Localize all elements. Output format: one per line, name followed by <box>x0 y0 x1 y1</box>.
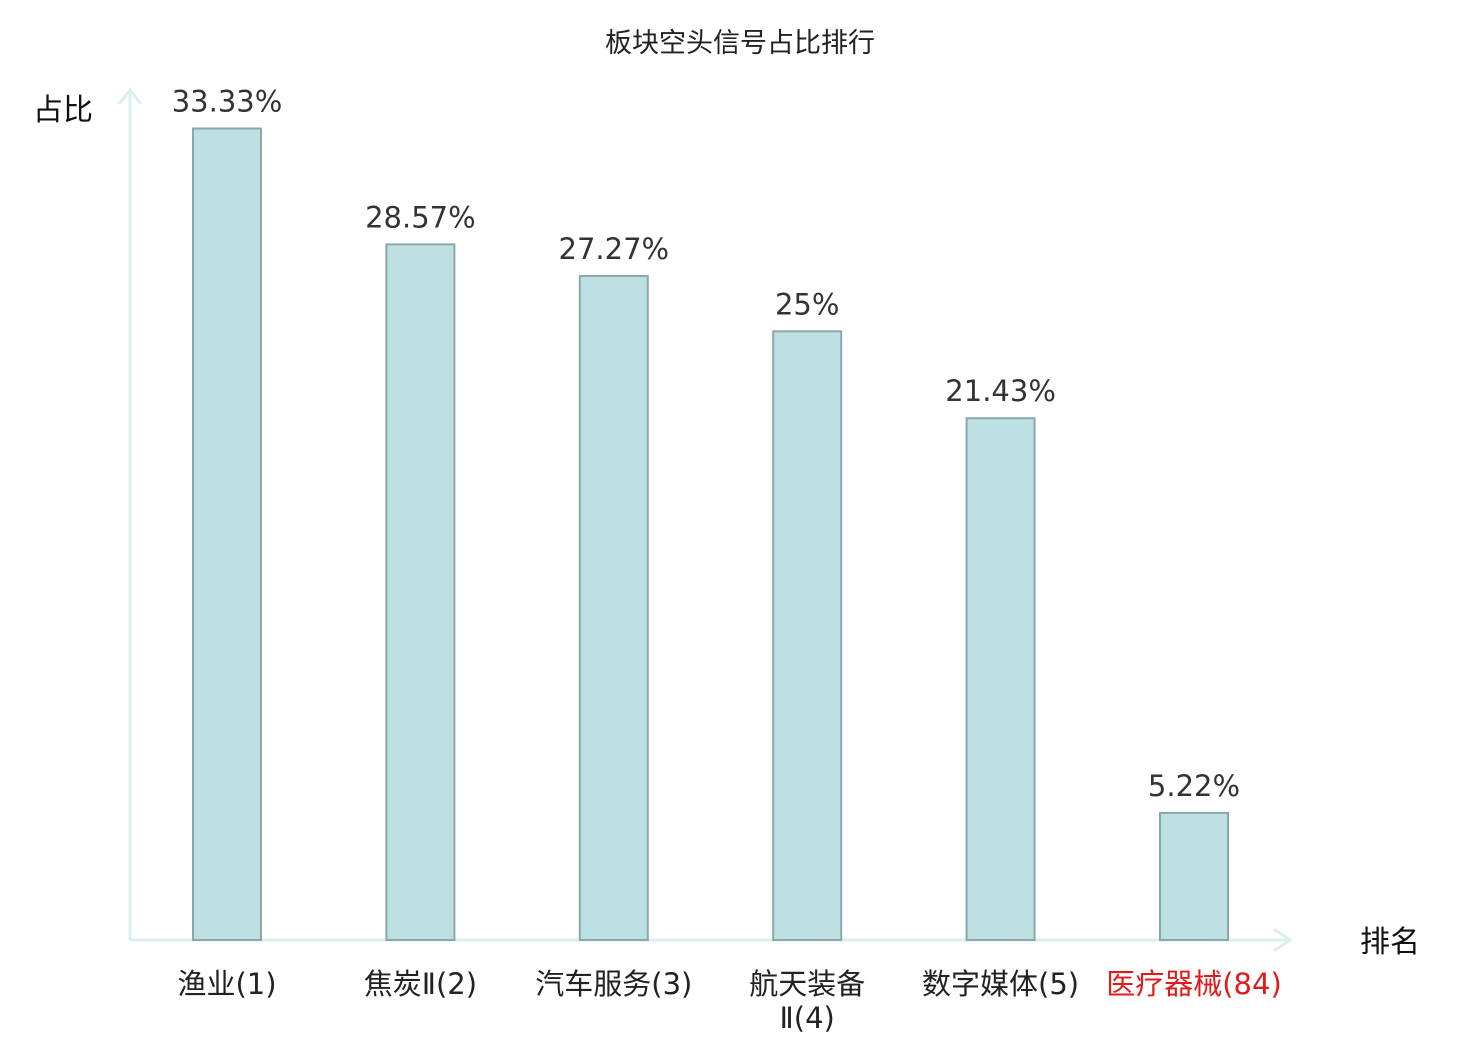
category-label: 航天装备 <box>749 967 865 1001</box>
x-axis-title: 排名 <box>1360 925 1420 960</box>
bar-value-label: 25% <box>775 287 839 321</box>
category-label: 汽车服务(3) <box>535 967 692 1001</box>
bar <box>192 127 262 942</box>
bar <box>772 330 843 942</box>
bar-value-label: 27.27% <box>559 232 670 266</box>
category-label: Ⅱ(4) <box>780 1001 835 1035</box>
bar <box>965 417 1036 941</box>
bar-value-label: 21.43% <box>945 374 1056 408</box>
bar <box>578 275 649 941</box>
chart-title: 板块空头信号占比排行 <box>605 28 875 59</box>
x-axis-arrow-icon <box>1273 927 1293 953</box>
value-labels-group: 33.33% 28.57% 27.27% 25% 21.43% 5.22% <box>172 84 1240 802</box>
bar <box>1159 811 1229 942</box>
bar-value-label: 5.22% <box>1148 769 1240 803</box>
category-label: 数字媒体(5) <box>922 967 1079 1001</box>
bar-value-label: 28.57% <box>365 200 476 234</box>
category-label: 渔业(1) <box>177 967 276 1001</box>
category-label: 医疗器械(84) <box>1106 967 1282 1001</box>
y-axis-title: 占比 <box>33 93 93 128</box>
category-label: 焦炭Ⅱ(2) <box>364 967 477 1001</box>
bar-value-label: 33.33% <box>172 84 283 118</box>
bar <box>385 243 456 941</box>
bars-group <box>192 127 1229 942</box>
y-axis-arrow-icon <box>117 87 143 105</box>
